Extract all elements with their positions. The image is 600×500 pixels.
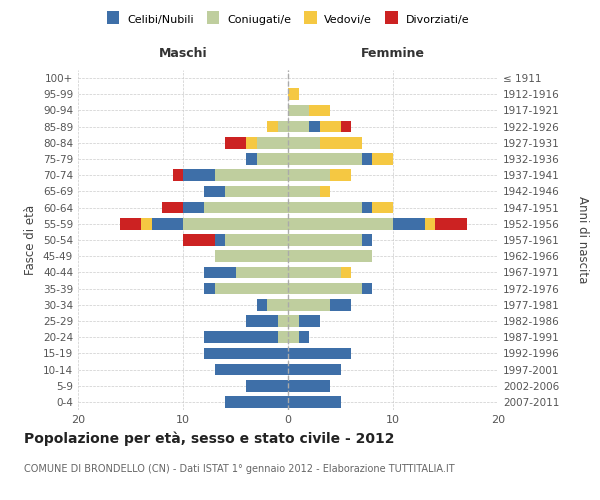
Bar	[225, 234, 288, 246]
Bar	[204, 186, 225, 198]
Bar	[215, 234, 225, 246]
Bar	[288, 104, 309, 117]
Bar	[215, 250, 288, 262]
Bar	[435, 218, 467, 230]
Bar	[320, 121, 341, 132]
Bar	[225, 186, 288, 198]
Text: Popolazione per età, sesso e stato civile - 2012: Popolazione per età, sesso e stato civil…	[24, 431, 395, 446]
Text: Femmine: Femmine	[361, 48, 425, 60]
Bar	[246, 380, 288, 392]
Bar	[183, 218, 288, 230]
Bar	[257, 153, 288, 165]
Bar	[267, 299, 288, 310]
Bar	[173, 170, 183, 181]
Bar	[288, 282, 361, 294]
Bar	[288, 250, 372, 262]
Bar	[361, 234, 372, 246]
Bar	[183, 170, 215, 181]
Bar	[288, 88, 299, 100]
Bar	[288, 170, 330, 181]
Bar	[288, 266, 341, 278]
Bar	[299, 315, 320, 327]
Bar	[341, 266, 351, 278]
Bar	[288, 137, 320, 148]
Bar	[372, 202, 393, 213]
Bar	[288, 186, 320, 198]
Bar	[277, 121, 288, 132]
Bar	[361, 153, 372, 165]
Bar	[320, 186, 330, 198]
Bar	[277, 315, 288, 327]
Bar	[288, 380, 330, 392]
Bar	[204, 266, 235, 278]
Bar	[257, 137, 288, 148]
Y-axis label: Anni di nascita: Anni di nascita	[576, 196, 589, 284]
Bar	[183, 202, 204, 213]
Bar	[246, 137, 257, 148]
Bar	[288, 315, 299, 327]
Bar	[277, 332, 288, 343]
Bar	[246, 315, 277, 327]
Bar	[162, 202, 183, 213]
Bar	[361, 202, 372, 213]
Bar	[288, 153, 361, 165]
Bar	[204, 202, 288, 213]
Bar	[309, 104, 330, 117]
Bar	[320, 137, 361, 148]
Bar	[309, 121, 320, 132]
Bar	[330, 170, 351, 181]
Bar	[204, 282, 215, 294]
Bar	[361, 282, 372, 294]
Bar	[425, 218, 435, 230]
Bar	[215, 282, 288, 294]
Bar	[204, 332, 277, 343]
Bar	[288, 121, 309, 132]
Bar	[288, 364, 341, 376]
Bar	[267, 121, 277, 132]
Bar	[341, 121, 351, 132]
Bar	[288, 234, 361, 246]
Bar	[215, 364, 288, 376]
Bar	[141, 218, 151, 230]
Bar	[204, 348, 288, 359]
Bar	[288, 202, 361, 213]
Bar	[288, 299, 330, 310]
Bar	[393, 218, 425, 230]
Bar	[372, 153, 393, 165]
Bar	[246, 153, 257, 165]
Bar	[215, 170, 288, 181]
Bar	[257, 299, 267, 310]
Bar	[288, 218, 393, 230]
Bar	[120, 218, 141, 230]
Bar	[225, 396, 288, 407]
Legend: Celibi/Nubili, Coniugati/e, Vedovi/e, Divorziati/e: Celibi/Nubili, Coniugati/e, Vedovi/e, Di…	[104, 10, 472, 28]
Bar	[288, 332, 299, 343]
Bar	[225, 137, 246, 148]
Text: Maschi: Maschi	[158, 48, 208, 60]
Bar	[299, 332, 309, 343]
Bar	[183, 234, 215, 246]
Bar	[288, 348, 351, 359]
Bar	[330, 299, 351, 310]
Y-axis label: Fasce di età: Fasce di età	[25, 205, 37, 275]
Bar	[151, 218, 183, 230]
Text: COMUNE DI BRONDELLO (CN) - Dati ISTAT 1° gennaio 2012 - Elaborazione TUTTITALIA.: COMUNE DI BRONDELLO (CN) - Dati ISTAT 1°…	[24, 464, 455, 474]
Bar	[288, 396, 341, 407]
Bar	[235, 266, 288, 278]
